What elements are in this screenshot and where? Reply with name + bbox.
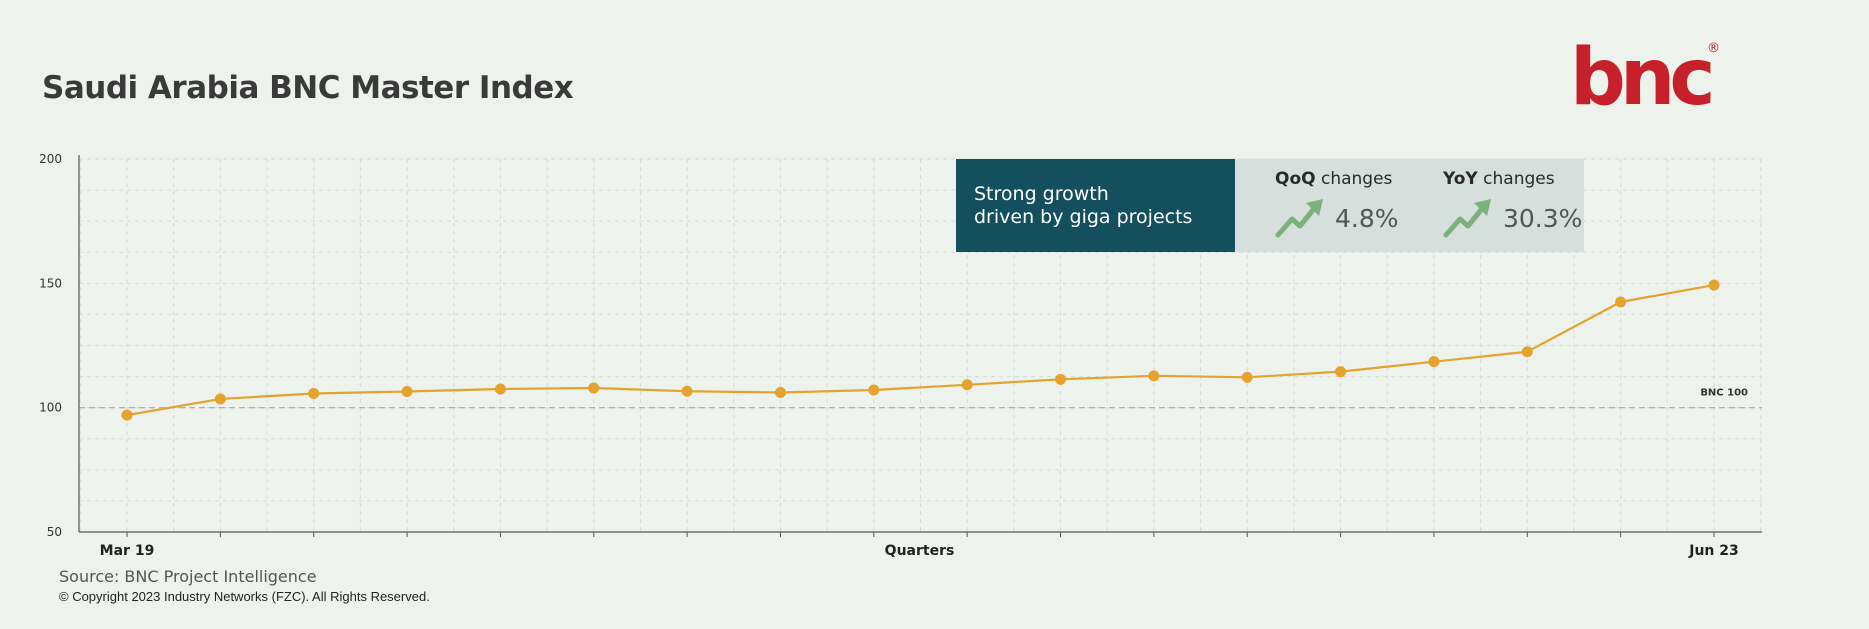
- qoq-label-bold: QoQ: [1275, 169, 1316, 189]
- summary-banner: Strong growth driven by giga projects Qo…: [956, 159, 1584, 252]
- x-tick-label: Mar 19: [100, 543, 155, 559]
- yoy-metric: YoY changes 30.3%: [1443, 169, 1582, 239]
- yoy-label-bold: YoY: [1443, 169, 1478, 189]
- bnc-logo: bnc ®: [1570, 34, 1720, 114]
- data-point: [1055, 373, 1067, 385]
- data-point: [1241, 371, 1253, 383]
- data-point: [1335, 366, 1347, 378]
- data-point: [961, 379, 973, 391]
- data-point: [588, 382, 600, 394]
- y-tick-label: 100: [39, 401, 62, 415]
- y-tick-label: 200: [39, 152, 62, 166]
- reference-line-label: BNC 100: [1700, 388, 1748, 399]
- banner-headline: Strong growth driven by giga projects: [956, 159, 1235, 252]
- data-point: [1708, 279, 1720, 291]
- series-line: [126, 283, 1715, 417]
- qoq-metric: QoQ changes 4.8%: [1275, 169, 1399, 239]
- banner-headline-line1: Strong growth: [974, 182, 1109, 205]
- page-title: Saudi Arabia BNC Master Index: [42, 70, 574, 106]
- x-axis-label: Quarters: [885, 543, 955, 559]
- data-point: [774, 386, 786, 398]
- qoq-label: QoQ changes: [1275, 169, 1399, 189]
- trend-up-arrow-icon: [1275, 199, 1323, 238]
- yoy-label: YoY changes: [1443, 169, 1582, 189]
- data-point: [494, 383, 506, 395]
- data-point: [681, 385, 693, 397]
- data-point: [868, 384, 880, 396]
- svg-text:bnc: bnc: [1570, 34, 1711, 114]
- data-point: [1148, 370, 1160, 382]
- data-point: [214, 393, 226, 405]
- data-point: [308, 387, 320, 399]
- source-note: Source: BNC Project Intelligence: [59, 567, 317, 586]
- x-tick-label: Jun 23: [1688, 543, 1739, 559]
- copyright-note: © Copyright 2023 Industry Networks (FZC)…: [59, 589, 430, 604]
- qoq-value: 4.8%: [1335, 203, 1399, 233]
- banner-metrics: QoQ changes 4.8% YoY changes 30.3%: [1235, 159, 1584, 252]
- data-point: [401, 386, 413, 398]
- data-point: [121, 409, 133, 421]
- yoy-label-rest: changes: [1477, 169, 1555, 189]
- data-point: [1521, 346, 1533, 358]
- banner-headline-line2: driven by giga projects: [974, 205, 1193, 228]
- yoy-value: 30.3%: [1503, 203, 1583, 233]
- trend-up-arrow-icon: [1443, 199, 1491, 238]
- y-tick-label: 50: [47, 525, 62, 539]
- svg-text:®: ®: [1707, 41, 1720, 56]
- y-tick-label: 150: [39, 276, 62, 290]
- data-point: [1428, 356, 1440, 368]
- data-point: [1615, 296, 1627, 308]
- qoq-label-rest: changes: [1315, 169, 1393, 189]
